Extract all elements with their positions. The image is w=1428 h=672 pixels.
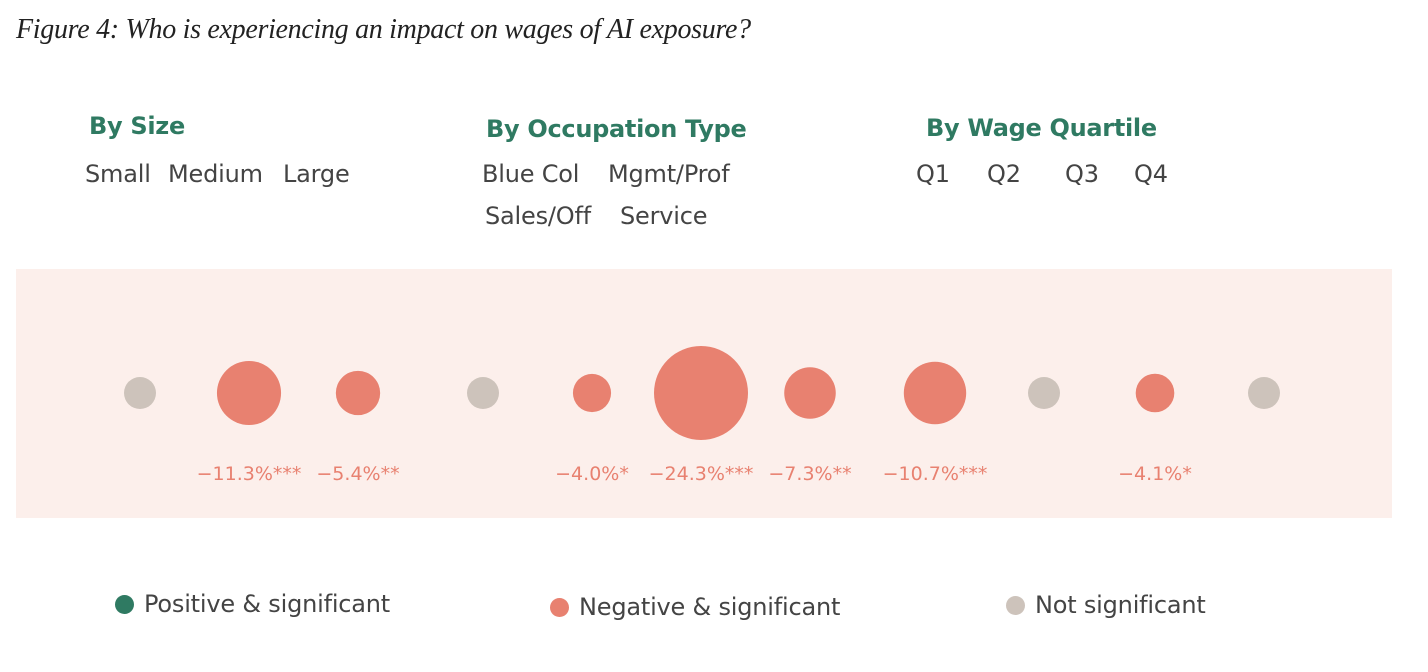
bubble-large — [335, 370, 381, 416]
category-label-blue-col: Blue Col — [482, 160, 580, 188]
category-label-q4: Q4 — [1134, 160, 1168, 188]
value-label-medium: −11.3%*** — [197, 463, 302, 485]
category-label-medium: Medium — [168, 160, 263, 188]
group-heading-size: By Size — [89, 112, 185, 140]
bubble-mgmt-prof — [572, 373, 612, 413]
group-heading-occupation: By Occupation Type — [486, 115, 747, 143]
bubble-small — [124, 377, 156, 409]
bubble-service — [784, 367, 836, 419]
category-label-sales-off: Sales/Off — [485, 202, 591, 230]
category-label-service: Service — [620, 202, 708, 230]
legend-label-negative: Negative & significant — [579, 593, 841, 621]
bubble-sales-off — [654, 346, 748, 440]
value-label-service: −7.3%** — [768, 463, 851, 485]
bubble-medium — [216, 360, 282, 426]
bubble-q2 — [1028, 377, 1060, 409]
bubble-q3 — [1135, 373, 1175, 413]
bubble-q4 — [1248, 377, 1280, 409]
value-label-mgmt-prof: −4.0%* — [555, 463, 629, 485]
legend-dot-positive — [115, 594, 134, 614]
legend-item-negative: Negative & significant — [550, 593, 840, 621]
category-label-small: Small — [85, 160, 151, 188]
category-label-large: Large — [283, 160, 350, 188]
bubble-blue-col — [467, 377, 499, 409]
category-label-q1: Q1 — [916, 160, 950, 188]
group-heading-wage-quartile: By Wage Quartile — [926, 114, 1157, 142]
legend-dot-not-significant — [1006, 595, 1025, 615]
value-label-large: −5.4%** — [316, 463, 399, 485]
bubble-q1 — [903, 361, 967, 425]
value-label-sales-off: −24.3%*** — [649, 463, 754, 485]
legend-dot-negative — [550, 597, 569, 617]
legend-item-not-significant: Not significant — [1006, 591, 1206, 619]
legend-label-positive: Positive & significant — [144, 590, 391, 618]
category-label-q3: Q3 — [1065, 160, 1099, 188]
value-label-q1: −10.7%*** — [883, 463, 988, 485]
value-label-q3: −4.1%* — [1118, 463, 1192, 485]
legend-item-positive: Positive & significant — [115, 590, 390, 618]
legend-label-not-significant: Not significant — [1035, 591, 1206, 619]
category-label-mgmt-prof: Mgmt/Prof — [608, 160, 730, 188]
figure-title: Figure 4: Who is experiencing an impact … — [16, 14, 751, 45]
category-label-q2: Q2 — [987, 160, 1021, 188]
